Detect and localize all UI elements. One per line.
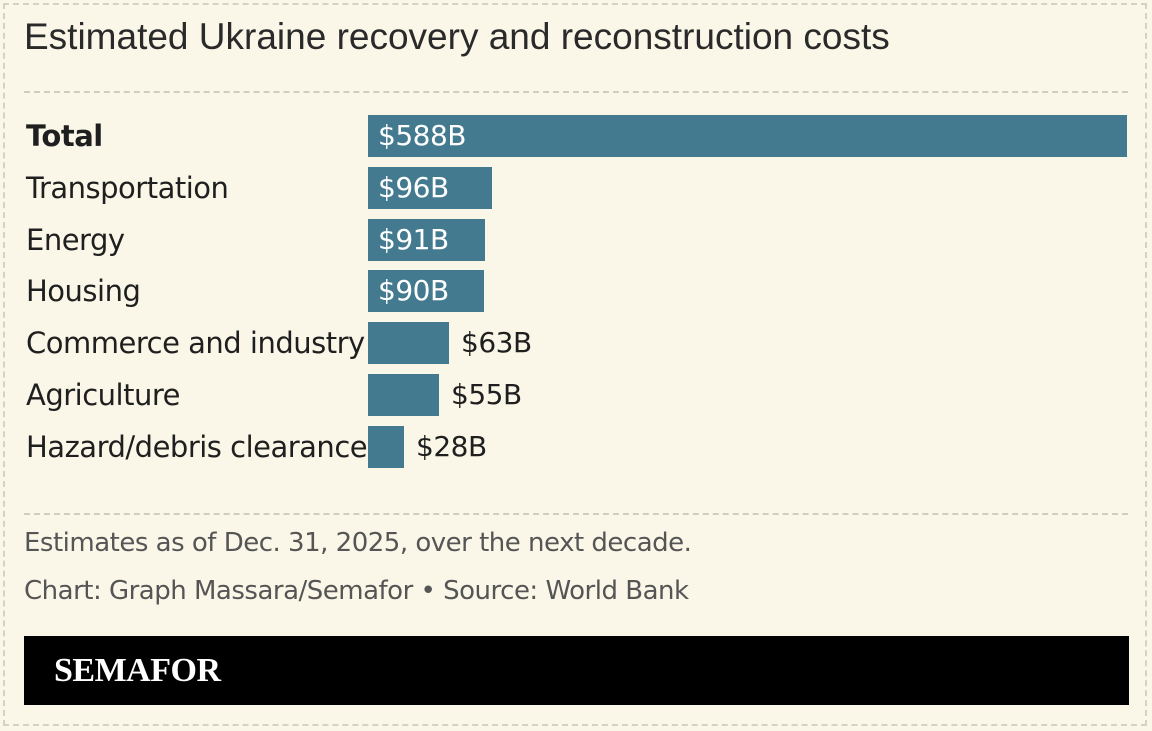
chart-note: Estimates as of Dec. 31, 2025, over the … — [24, 528, 692, 558]
bar — [368, 270, 484, 312]
category-label: Energy — [26, 223, 125, 257]
bar — [368, 426, 404, 468]
footer-bar: SEMAFOR — [24, 636, 1129, 705]
chart-frame — [3, 3, 1147, 726]
value-label: $96B — [378, 171, 449, 204]
value-label: $90B — [378, 274, 449, 307]
value-label: $28B — [416, 430, 487, 463]
bottom-divider — [24, 513, 1128, 515]
bar — [368, 115, 1127, 157]
value-label: $63B — [461, 326, 532, 359]
chart-title: Estimated Ukraine recovery and reconstru… — [24, 16, 890, 57]
category-label: Transportation — [26, 171, 229, 205]
bar — [368, 322, 449, 364]
semafor-logo: SEMAFOR — [54, 652, 221, 689]
chart-credit: Chart: Graph Massara/Semafor • Source: W… — [24, 576, 689, 606]
value-label: $91B — [378, 223, 449, 256]
category-label: Agriculture — [26, 378, 181, 412]
category-label: Hazard/debris clearance — [26, 430, 368, 464]
value-label: $588B — [378, 119, 466, 152]
category-label: Housing — [26, 274, 141, 308]
bar — [368, 374, 439, 416]
category-label: Total — [26, 119, 103, 153]
category-label: Commerce and industry — [26, 326, 365, 360]
value-label: $55B — [451, 378, 522, 411]
bar — [368, 219, 485, 261]
bar — [368, 167, 492, 209]
top-divider — [24, 91, 1128, 93]
